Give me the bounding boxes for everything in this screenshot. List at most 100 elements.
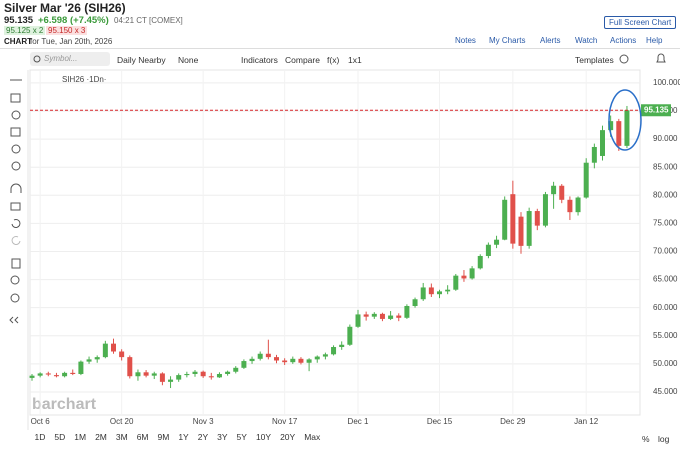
full-screen-button[interactable]: Full Screen Chart: [604, 16, 677, 29]
candle-body: [355, 314, 361, 327]
toolbar-icons[interactable]: [33, 53, 666, 64]
candle-body: [225, 371, 231, 374]
candle-body: [404, 305, 410, 318]
candle-body: [542, 194, 548, 226]
candle-body: [591, 146, 597, 163]
fx-button[interactable]: f(x): [327, 55, 340, 65]
candle-body: [502, 199, 508, 240]
my-charts-link[interactable]: My Charts: [489, 36, 526, 45]
candle-body: [192, 371, 198, 374]
candle-body: [567, 199, 573, 213]
candle-body: [94, 357, 100, 360]
y-tick-label: 55.000: [653, 331, 678, 340]
percent-toggle[interactable]: %: [642, 434, 650, 444]
symbol-input[interactable]: Symbol...: [30, 52, 110, 66]
highlight-circle: [608, 89, 642, 151]
candle-body: [29, 375, 35, 378]
candle-body: [322, 354, 328, 357]
candle-body: [86, 359, 92, 362]
candle-body: [388, 315, 394, 319]
y-tick-label: 100.000: [653, 78, 680, 87]
candle-body: [168, 379, 174, 382]
candle-body: [363, 314, 369, 317]
period-button[interactable]: 20Y: [280, 432, 296, 442]
indicators-button[interactable]: Indicators: [241, 55, 278, 65]
candle-body: [265, 353, 271, 358]
candle-body: [274, 357, 279, 361]
candle-body: [143, 372, 149, 376]
ask: 95.150 x 3: [46, 26, 88, 35]
candle-body: [208, 376, 214, 378]
candle-body: [200, 371, 206, 377]
candle-body: [445, 289, 451, 292]
candle-body: [306, 359, 312, 363]
layout-select[interactable]: 1x1: [348, 55, 362, 65]
candle-body: [624, 110, 630, 146]
x-tick-label: Nov 3: [193, 417, 214, 426]
x-tick-label: Jan 12: [574, 417, 599, 426]
candle-body: [534, 211, 540, 226]
notes-link[interactable]: Notes: [455, 36, 476, 45]
period-button[interactable]: 1Y: [178, 432, 189, 442]
log-toggle[interactable]: log: [658, 434, 670, 444]
divider: [0, 48, 680, 49]
last-price-tag: [641, 104, 671, 117]
period-button[interactable]: 5Y: [236, 432, 247, 442]
y-tick-label: 85.000: [653, 162, 678, 171]
candle-body: [551, 185, 557, 195]
candle-body: [119, 351, 125, 358]
period-button[interactable]: 5D: [54, 432, 66, 442]
candle-body: [184, 373, 190, 376]
candle-body: [233, 367, 239, 372]
drawing-tools[interactable]: [9, 79, 22, 324]
period-button[interactable]: 6M: [136, 432, 149, 442]
x-tick-label: Dec 29: [500, 417, 526, 426]
overlay-select[interactable]: None: [178, 55, 199, 65]
candle-body: [518, 216, 524, 246]
candle-body: [298, 358, 304, 363]
period-button[interactable]: 2Y: [197, 432, 209, 442]
quote-time: 04:21 CT [COMEX]: [114, 16, 183, 25]
price-change: +6.598 (+7.45%): [38, 15, 109, 26]
alerts-link[interactable]: Alerts: [540, 36, 561, 45]
candle-body: [477, 255, 483, 269]
candle-body: [135, 372, 141, 377]
period-select[interactable]: Daily Nearby: [117, 55, 166, 65]
compare-button[interactable]: Compare: [285, 55, 320, 65]
candle-body: [127, 357, 133, 377]
period-button[interactable]: 1M: [74, 432, 87, 442]
period-button[interactable]: 3Y: [217, 432, 228, 442]
candle-body: [339, 344, 345, 348]
chart-label: CHART: [4, 37, 32, 46]
last-price-label: 95.135: [644, 105, 669, 114]
candle-body: [608, 121, 614, 131]
period-bar: 1D 5D 1M 2M 3M 6M 9M 1Y 2Y 3Y 5Y 10Y 20Y Max: [30, 432, 325, 442]
watch-link[interactable]: Watch: [575, 36, 598, 45]
templates-button[interactable]: Templates: [575, 55, 614, 65]
help-link[interactable]: Help: [646, 36, 663, 45]
candle-body: [461, 275, 467, 279]
period-button[interactable]: 10Y: [255, 432, 272, 442]
candle-body: [428, 287, 434, 295]
x-tick-label: Oct 20: [110, 417, 134, 426]
candle-body: [494, 239, 500, 245]
candle-body: [575, 197, 581, 213]
candle-body: [526, 211, 532, 246]
period-button[interactable]: 2M: [95, 432, 107, 442]
plot-frame: [29, 69, 641, 416]
candle-body: [437, 291, 442, 295]
candle-body: [151, 373, 157, 376]
candle-body: [53, 375, 59, 377]
actions-link[interactable]: Actions: [610, 36, 637, 45]
x-tick-label: Oct 6: [31, 417, 51, 426]
period-button[interactable]: 9M: [157, 432, 170, 442]
period-button[interactable]: Max: [304, 432, 321, 442]
period-button[interactable]: 1D: [34, 432, 46, 442]
period-button[interactable]: 3M: [115, 432, 128, 442]
candle-body: [314, 356, 320, 360]
title: Silver Mar '26 (SIH26): [4, 1, 126, 15]
x-tick-label: Nov 17: [272, 417, 298, 426]
watermark: barchart: [32, 396, 97, 413]
